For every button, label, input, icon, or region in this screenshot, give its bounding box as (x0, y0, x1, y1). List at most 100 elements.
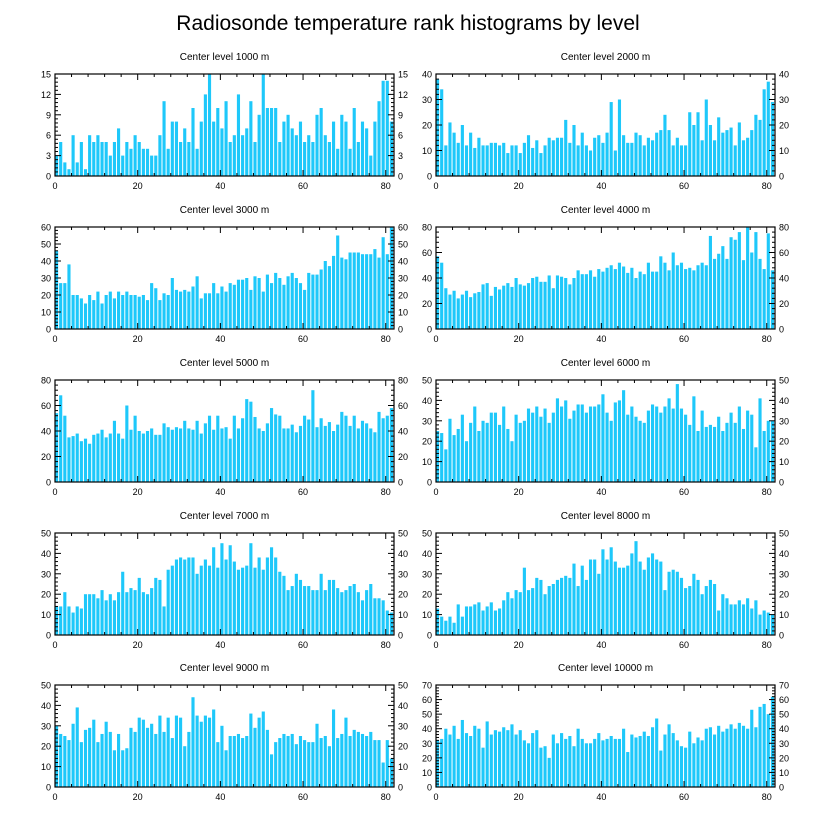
histogram-bar (137, 717, 141, 787)
histogram-bar (518, 153, 522, 176)
histogram-bar (460, 125, 464, 176)
histogram-bar (323, 736, 327, 787)
histogram-bar (502, 727, 506, 787)
histogram-bar (294, 432, 298, 482)
histogram-bar (729, 237, 733, 329)
histogram-bar (381, 80, 385, 176)
histogram-bar (493, 610, 498, 635)
histogram-bar (514, 734, 518, 787)
histogram-bar (319, 418, 323, 482)
histogram-bar (547, 757, 551, 787)
histogram-bar (340, 592, 344, 635)
histogram-bar (630, 553, 634, 635)
histogram-bar (754, 447, 758, 482)
histogram-bar (758, 398, 762, 482)
histogram-bar (336, 588, 340, 635)
histogram-bar (315, 590, 319, 635)
histogram-bar (717, 117, 721, 176)
histogram-bar (236, 279, 241, 329)
histogram-bar (236, 94, 241, 176)
histogram-bar (88, 443, 92, 482)
y-tick-label: 10 (422, 146, 432, 156)
histogram-bar (684, 747, 688, 787)
histogram-bar (469, 132, 473, 176)
histogram-bar (232, 561, 236, 635)
histogram-bar (440, 433, 444, 482)
histogram-bar (261, 569, 265, 635)
histogram-bar (282, 121, 286, 176)
histogram-bar (456, 298, 460, 329)
histogram-bar (485, 721, 489, 787)
histogram-bar (141, 433, 145, 482)
histogram-bar (100, 429, 104, 482)
histogram-bar (514, 590, 518, 635)
histogram-bar (696, 431, 700, 482)
histogram-bar (667, 398, 671, 482)
histogram-bar (597, 573, 601, 635)
histogram-bar (121, 571, 125, 635)
histogram-bar (659, 256, 663, 329)
histogram-bar (642, 274, 646, 329)
histogram-bar (179, 291, 183, 329)
x-tick-label: 0 (433, 181, 438, 191)
histogram-bar (286, 114, 290, 176)
histogram-bar (108, 594, 112, 635)
histogram-bar (638, 736, 642, 787)
histogram-bar (216, 108, 220, 176)
histogram-bar (67, 740, 71, 787)
y-tick-label: 10 (41, 610, 51, 620)
histogram-bar (75, 433, 79, 482)
y-tick-label-right: 60 (779, 695, 789, 705)
histogram-bar (290, 128, 294, 176)
histogram-bar (336, 738, 340, 787)
histogram-bar (510, 598, 514, 635)
histogram-bar (568, 736, 572, 787)
histogram-bar (315, 723, 319, 787)
histogram-bar (191, 286, 195, 329)
x-tick-label: 40 (215, 334, 225, 344)
histogram-bar (477, 431, 481, 482)
histogram-bar (125, 405, 129, 482)
histogram-bar (564, 738, 568, 787)
histogram-bar (440, 262, 444, 329)
histogram-bar (104, 437, 108, 483)
y-tick-label: 10 (41, 308, 51, 318)
y-tick-label: 0 (427, 478, 432, 488)
histogram-bar (96, 291, 100, 329)
histogram-bar (477, 137, 481, 176)
histogram-bar (389, 612, 393, 635)
histogram-bar (79, 742, 83, 787)
histogram-bar (568, 142, 572, 176)
histogram-bar (67, 264, 71, 329)
plot-frame (435, 379, 776, 483)
histogram-bar (166, 295, 170, 329)
y-tick-label-right: 60 (398, 401, 408, 411)
y-tick-label-right: 10 (398, 610, 408, 620)
histogram-bar (207, 565, 212, 635)
y-tick-label-right: 20 (398, 291, 408, 301)
histogram-bar (448, 616, 452, 635)
histogram-bar (609, 736, 613, 787)
histogram-bar (663, 406, 667, 482)
y-tick-label: 20 (422, 753, 432, 763)
y-tick-label-right: 10 (779, 768, 789, 778)
histogram-bar (145, 431, 150, 482)
histogram-bar (125, 592, 129, 635)
histogram-bar (741, 428, 746, 482)
histogram-bar (741, 260, 746, 329)
histogram-bar (750, 414, 754, 482)
histogram-bar (360, 420, 365, 482)
y-tick-label-right: 12 (398, 90, 408, 100)
histogram-bar (55, 250, 59, 329)
histogram-bar (373, 432, 377, 482)
histogram-bar (224, 559, 228, 635)
histogram-bar (174, 121, 179, 176)
histogram-bar (688, 112, 692, 176)
histogram-bar (224, 427, 228, 482)
x-tick-label: 20 (514, 181, 524, 191)
histogram-bar (675, 740, 679, 787)
y-tick-label-right: 30 (398, 274, 408, 284)
histogram-bar (655, 406, 659, 482)
